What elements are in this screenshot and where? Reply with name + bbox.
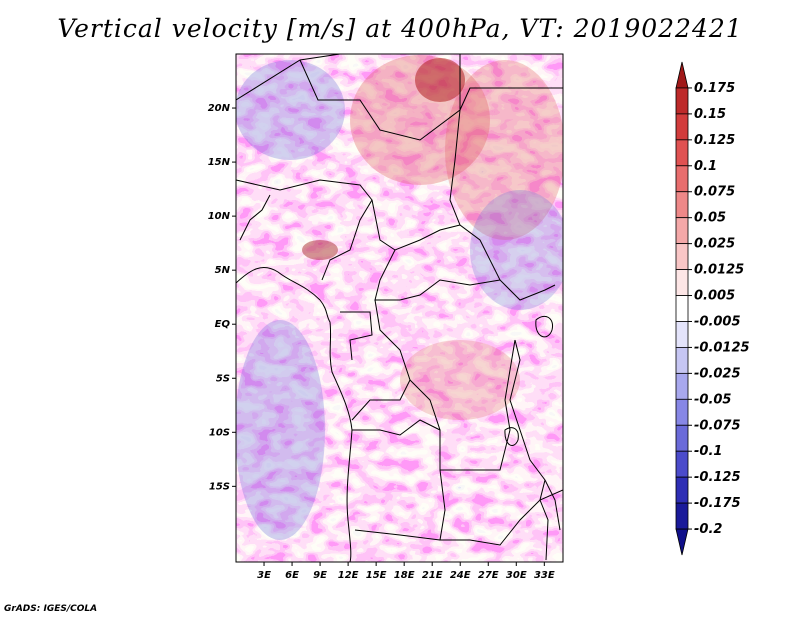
colorbar-swatch — [675, 243, 689, 270]
country-borders — [236, 54, 563, 562]
colorbar-swatch — [675, 528, 689, 556]
lon-tick-label: 24E — [450, 570, 471, 581]
colorbar-label: -0.05 — [694, 392, 731, 407]
velocity-field — [236, 54, 563, 562]
colorbar-swatch — [675, 398, 689, 426]
colorbar-swatch — [675, 61, 689, 89]
colorbar-label: 0.0125 — [694, 263, 744, 278]
lon-tick-label: 21E — [422, 570, 443, 581]
colorbar-label: -0.125 — [694, 470, 741, 485]
lon-tick-label: 6E — [285, 570, 299, 581]
lat-tick-label: 5N — [215, 265, 231, 276]
lat-tick-label: 10S — [209, 427, 230, 438]
lat-tick-label: 15N — [208, 157, 231, 168]
longitude-axis: 3E 6E 9E 12E 15E 18E 21E 24E 27E 30E 33E — [257, 562, 555, 581]
lon-tick-label: 18E — [394, 570, 415, 581]
lat-tick-label: 10N — [208, 211, 231, 222]
colorbar-swatch — [675, 502, 689, 530]
lat-tick-label: EQ — [215, 319, 231, 330]
colorbar-label: 0.05 — [694, 211, 726, 226]
lon-tick-label: 12E — [338, 570, 359, 581]
lon-tick-label: 3E — [257, 570, 271, 581]
colorbar-label: -0.005 — [694, 314, 741, 329]
lat-tick-label: 20N — [208, 103, 231, 114]
lon-tick-label: 15E — [366, 570, 387, 581]
grads-credit: GrADS: IGES/COLA — [4, 604, 98, 614]
colorbar-swatch — [675, 424, 689, 452]
colorbar-label: 0.005 — [694, 289, 735, 304]
colorbar-label: -0.075 — [694, 418, 741, 433]
colorbar-swatch — [675, 139, 689, 167]
colorbar-swatch — [675, 165, 689, 193]
latitude-axis: 20N 15N 10N 5N EQ 5S 10S 15S — [208, 103, 236, 492]
colorbar-label: -0.025 — [694, 366, 741, 381]
colorbar-swatch — [675, 87, 689, 115]
lon-tick-label: 33E — [534, 570, 555, 581]
colorbar-label: 0.025 — [694, 237, 735, 252]
colorbar-swatch — [675, 347, 689, 374]
chart-title: Vertical velocity [m/s] at 400hPa, VT: 2… — [57, 14, 743, 43]
colorbar-swatch — [675, 191, 689, 219]
colorbar-swatch — [675, 295, 689, 322]
colorbar-swatch — [675, 217, 689, 245]
colorbar-label: 0.1 — [694, 159, 717, 174]
colorbar-label: 0.15 — [694, 107, 726, 122]
lon-tick-label: 30E — [506, 570, 527, 581]
map-frame — [235, 53, 564, 563]
colorbar-swatch — [675, 321, 689, 348]
colorbar-swatch — [675, 476, 689, 504]
colorbar: 0.175 0.15 0.125 0.1 0.075 0.05 0.025 0.0125 0.0… — [675, 61, 750, 556]
colorbar-swatch — [675, 450, 689, 478]
colorbar-swatch — [675, 113, 689, 141]
colorbar-label: 0.075 — [694, 185, 735, 200]
colorbar-label: 0.175 — [694, 81, 735, 96]
lon-tick-label: 27E — [478, 570, 499, 581]
lat-tick-label: 15S — [209, 481, 230, 492]
lat-tick-label: 5S — [216, 373, 230, 384]
lon-tick-label: 9E — [313, 570, 327, 581]
colorbar-swatch — [675, 269, 689, 296]
colorbar-label: 0.125 — [694, 133, 735, 148]
colorbar-label: -0.2 — [694, 522, 722, 537]
colorbar-label: -0.1 — [694, 444, 722, 459]
colorbar-label: -0.175 — [694, 496, 741, 511]
colorbar-label: -0.0125 — [694, 340, 750, 355]
colorbar-swatch — [675, 372, 689, 400]
